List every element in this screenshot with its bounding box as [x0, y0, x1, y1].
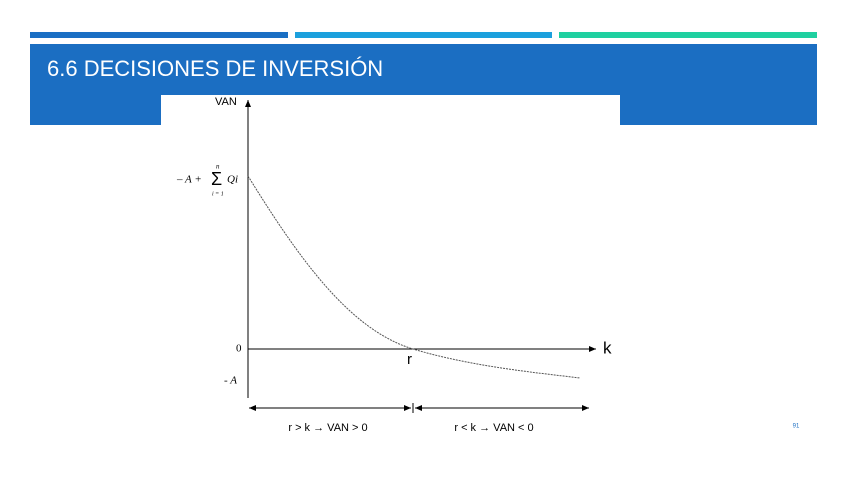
formula-upper: n	[216, 163, 220, 171]
accent-bar	[30, 32, 288, 38]
formula-prefix: – A +	[176, 174, 202, 186]
formula-sum: Σ	[211, 169, 222, 189]
formula-term: Qi	[227, 174, 238, 186]
zero-label: 0	[236, 343, 242, 355]
left-region-label: r > k → VAN > 0	[288, 422, 367, 434]
x-axis-label: k	[603, 338, 612, 357]
accent-bar	[295, 32, 552, 38]
diagram-background	[161, 95, 620, 126]
y-axis-label: VAN	[215, 96, 237, 108]
page-number: 91	[793, 424, 800, 430]
right-region-label: r < k → VAN < 0	[454, 422, 533, 434]
formula-lower: i = 1	[212, 191, 224, 197]
van-curve	[247, 175, 581, 379]
root-label: r	[407, 351, 412, 368]
minus-a-label: - A	[224, 375, 237, 387]
slide-title: 6.6 DECISIONES DE INVERSIÓN	[47, 56, 383, 81]
accent-bar	[559, 32, 817, 38]
